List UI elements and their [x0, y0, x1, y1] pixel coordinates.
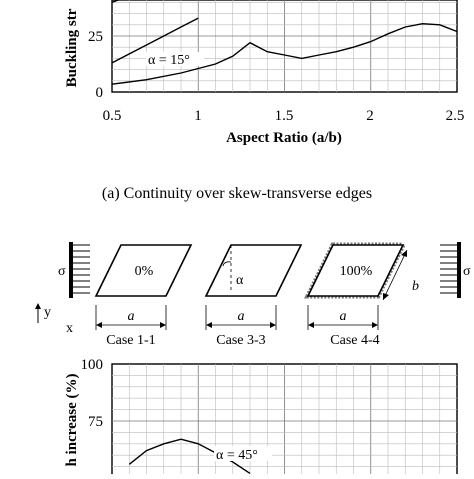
plate3-dim-b: b [412, 279, 419, 294]
top-chart: Buckling str 0 25 0.5 1 1.5 2 2.5 Aspect… [64, 0, 464, 202]
bottom-y-axis-title: h increase (%) [64, 373, 80, 466]
angle-arc [222, 261, 232, 267]
left-support-bar [69, 242, 73, 298]
bottom-grid [112, 364, 457, 474]
bottom-y-tick-100: 100 [81, 357, 104, 373]
top-x-tick-2.5: 2.5 [446, 108, 465, 124]
plate3-dim-a: a [340, 309, 347, 324]
top-series-line-2 [111, 17, 199, 64]
right-support-bar [457, 242, 461, 298]
top-x-tick-2: 2 [366, 108, 374, 124]
top-series [111, 0, 458, 85]
plate3-dim-b-line [382, 249, 408, 301]
y-arrowhead-icon [35, 303, 41, 309]
top-x-axis-title: Aspect Ratio (a/b) [226, 130, 342, 146]
top-series-line-1 [111, 22, 458, 85]
plate1-value: 0% [135, 264, 154, 279]
top-y-tick-25: 25 [88, 29, 103, 45]
top-caption: (a) Continuity over skew-transverse edge… [102, 185, 372, 202]
case-label-1-1: Case 1-1 [106, 333, 155, 348]
bottom-chart: h increase (%) 100 75 α = 45° [64, 357, 458, 479]
plate-diagram: σ y x 0% a Case 1-1 α a Case 3-3 100% [35, 242, 471, 348]
top-y-axis-title: Buckling str [64, 8, 80, 87]
top-x-tick-1: 1 [194, 108, 202, 124]
plate3-value: 100% [340, 264, 373, 279]
bottom-curve-label-bg [214, 446, 272, 461]
axis-x-label: x [66, 321, 73, 336]
bottom-y-tick-75: 75 [88, 414, 103, 430]
right-stress-symbol: σ [463, 264, 471, 279]
right-stress-arrows [440, 242, 461, 298]
plate-case-4-4 [306, 244, 405, 297]
top-y-tick-0: 0 [96, 85, 104, 101]
angle-symbol: α [236, 273, 244, 288]
case-label-3-3: Case 3-3 [216, 333, 265, 348]
top-curve-label: α = 15° [148, 53, 190, 68]
case-label-4-4: Case 4-4 [330, 333, 379, 348]
top-curve-label-bg [146, 52, 204, 66]
top-x-tick-0.5: 0.5 [103, 108, 122, 124]
top-x-tick-1.5: 1.5 [275, 108, 294, 124]
top-series-line-3 [111, 0, 121, 4]
plate2-dim-a: a [238, 309, 245, 324]
plate1-dim-a: a [128, 309, 135, 324]
top-grid [112, 0, 457, 92]
plate-case-3-3 [204, 244, 303, 297]
left-stress-arrows [69, 242, 90, 298]
bottom-curve-label: α = 45° [216, 448, 258, 463]
plate-case-1-1 [94, 244, 193, 297]
axis-y-label: y [44, 305, 51, 320]
left-stress-symbol: σ [58, 264, 66, 279]
